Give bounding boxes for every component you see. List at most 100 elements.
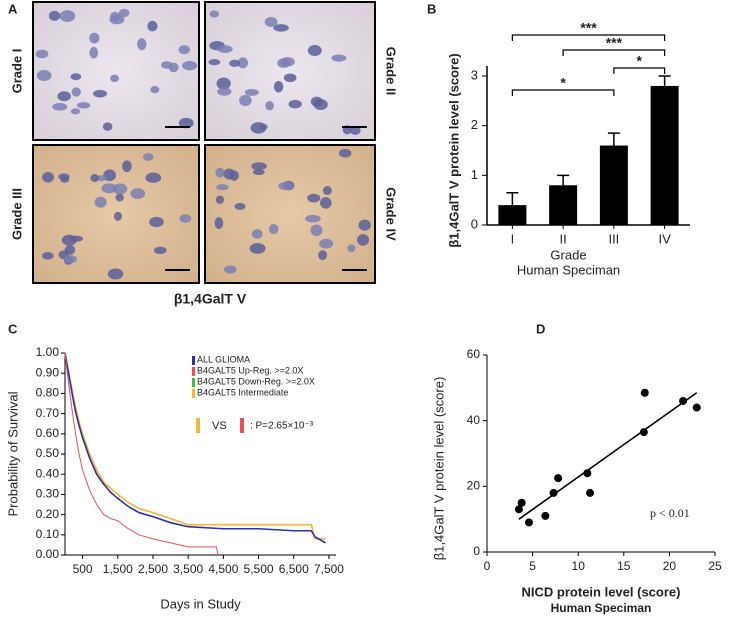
y-tick-label: 0.70 xyxy=(36,406,60,420)
nucleus xyxy=(278,181,294,191)
nucleus xyxy=(36,69,52,82)
point xyxy=(586,488,595,497)
bar xyxy=(599,145,628,225)
x-tick-label: 5 xyxy=(529,559,536,573)
nucleus xyxy=(318,250,328,261)
nucleus xyxy=(102,122,113,131)
vs-swatch xyxy=(240,418,244,433)
x-tick-label: IV xyxy=(658,231,671,246)
nucleus xyxy=(307,45,322,56)
point xyxy=(554,474,563,483)
nucleus xyxy=(319,197,332,209)
error-bar xyxy=(557,174,570,186)
nucleus xyxy=(338,148,352,158)
nucleus xyxy=(107,268,124,280)
nucleus xyxy=(89,32,100,44)
x-tick-label: 15 xyxy=(617,559,631,573)
point xyxy=(514,505,523,514)
nucleus xyxy=(110,74,120,83)
micrograph xyxy=(204,144,376,284)
y-tick-label: 0.30 xyxy=(36,487,60,501)
y-tick-label: 0.80 xyxy=(36,386,60,400)
nucleus xyxy=(229,170,240,181)
legend-swatch xyxy=(192,389,195,398)
survival-curve xyxy=(64,352,326,540)
point xyxy=(583,469,592,478)
y-tick-label: 60 xyxy=(467,347,481,361)
nucleus xyxy=(244,89,259,96)
nucleus xyxy=(161,61,173,69)
legend-label: ALL GLIOMA xyxy=(197,354,250,364)
p-value: : P=2.65×10⁻³ xyxy=(250,421,314,432)
nucleus xyxy=(307,193,321,203)
x-tick-label: 0 xyxy=(484,559,491,573)
nucleus xyxy=(64,255,77,264)
survival-curve xyxy=(64,352,219,556)
nucleus xyxy=(59,10,76,23)
subtitle: Human Speciman xyxy=(517,262,620,277)
point xyxy=(541,511,550,520)
y-tick-label: 0 xyxy=(471,216,478,231)
y-tick-label: 40 xyxy=(467,413,481,427)
vs-label: VS xyxy=(212,420,227,432)
y-tick-label: 0.10 xyxy=(36,527,60,541)
nucleus xyxy=(310,224,323,237)
nucleus xyxy=(347,244,356,253)
bar xyxy=(498,205,527,225)
grade-label: Grade III xyxy=(9,188,24,240)
nucleus xyxy=(358,219,371,231)
y-tick-label: 0.40 xyxy=(36,466,60,480)
nucleus xyxy=(252,169,265,176)
nucleus xyxy=(42,171,54,183)
nucleus xyxy=(223,265,237,274)
x-tick-label: 6,500 xyxy=(279,562,309,576)
panel-letter: B xyxy=(427,1,436,16)
nucleus xyxy=(137,38,147,51)
x-tick-label: 25 xyxy=(708,559,722,573)
nucleus xyxy=(331,54,347,62)
nucleus xyxy=(215,195,225,204)
y-tick-label: 0.90 xyxy=(36,365,60,379)
significance-bracket xyxy=(613,67,666,74)
significance-bracket xyxy=(511,34,666,41)
nucleus xyxy=(265,101,274,111)
nucleus xyxy=(142,153,154,161)
nucleus xyxy=(69,235,84,242)
nucleus xyxy=(147,20,158,32)
nucleus xyxy=(234,203,246,210)
annotation: p < 0.01 xyxy=(650,506,690,520)
nucleus xyxy=(322,185,332,196)
significance-label: * xyxy=(637,53,643,69)
grade-label: Grade II xyxy=(384,47,399,95)
point xyxy=(640,388,649,397)
nucleus xyxy=(41,251,54,260)
nucleus xyxy=(251,162,267,171)
nucleus xyxy=(94,196,107,208)
significance-label: *** xyxy=(606,35,623,51)
panel-letter: C xyxy=(8,321,18,336)
grade-label: Grade I xyxy=(9,49,24,94)
x-tick-label: 5,500 xyxy=(244,562,274,576)
y-tick-label: 2 xyxy=(471,117,478,132)
nucleus xyxy=(90,174,100,183)
nucleus xyxy=(216,184,229,191)
y-axis-label: β1,4GalT V protein level (score) xyxy=(446,53,461,247)
y-axis-label: Probability of Survival xyxy=(5,391,20,516)
nucleus xyxy=(250,122,267,134)
nucleus xyxy=(305,214,321,223)
significance-label: *** xyxy=(580,20,597,36)
panel-a: A Grade I Grade II Grade III Grade IV β1… xyxy=(8,1,399,307)
nucleus xyxy=(208,59,221,66)
nucleus xyxy=(357,234,370,246)
x-tick-label: 10 xyxy=(572,559,586,573)
y-tick-label: 0 xyxy=(473,544,480,558)
nucleus xyxy=(60,176,70,183)
y-tick-label: 1.00 xyxy=(36,345,60,359)
error-bar xyxy=(506,191,519,206)
nucleus xyxy=(113,211,123,221)
nucleus xyxy=(52,102,68,111)
point xyxy=(517,498,526,507)
x-tick-label: I xyxy=(511,231,515,246)
nucleus xyxy=(179,214,192,223)
